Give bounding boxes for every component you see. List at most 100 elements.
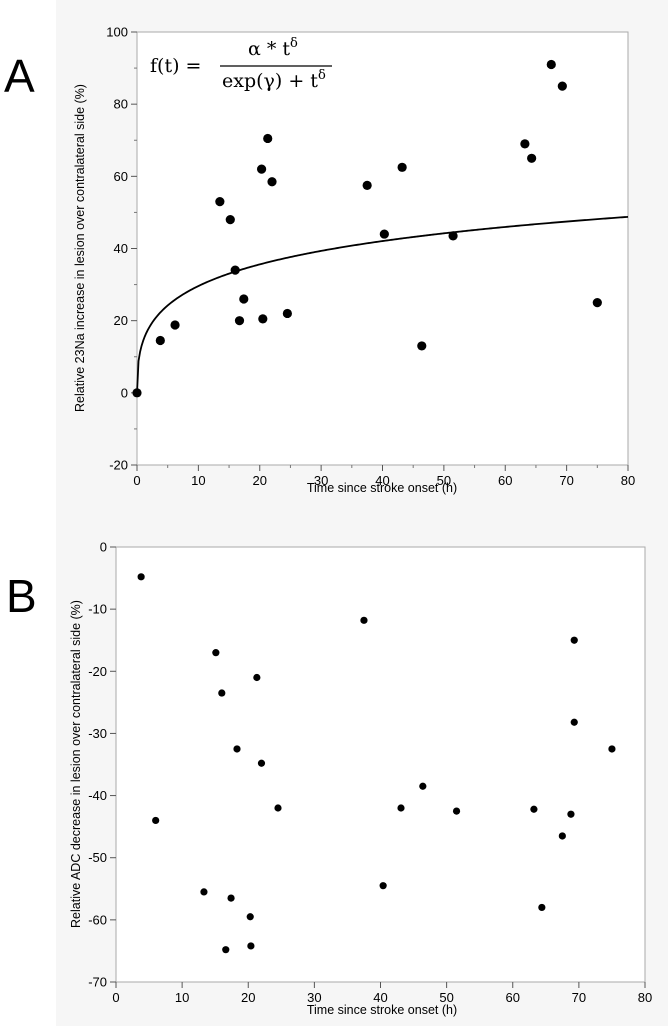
- panel-b-data-point: [222, 946, 230, 954]
- panel-a-data-point: [258, 314, 268, 324]
- panel-b-chart: 0 10 20 30 40 50 60 70 800-10-20-30-40-50-60-70 …: [69, 540, 652, 1018]
- panel-letter-a: A: [4, 50, 35, 102]
- panel-a-y-tick-label: 80: [114, 97, 128, 112]
- panel-a-y-tick-label: 40: [114, 241, 128, 256]
- fit-formula: f(t) = α * tδ exp(γ) + tδ: [140, 34, 338, 96]
- panel-a-x-tick-label: 80: [621, 473, 635, 488]
- panel-a-y-tick-label: 100: [106, 25, 128, 40]
- panel-b-y-tick-label: -60: [88, 912, 107, 927]
- formula-numerator: α * tδ: [248, 36, 298, 60]
- panel-a-data-point: [282, 308, 292, 319]
- formula-lhs: f(t) =: [150, 55, 201, 77]
- panel-a-x-tick-label: 30: [314, 473, 328, 488]
- panel-b-x-tick-label: 60: [506, 990, 520, 1005]
- panel-a-data-point: [592, 298, 602, 308]
- panel-a-data-point: [546, 59, 556, 70]
- panel-b-y-tick-label: 0: [100, 540, 107, 555]
- panel-b-data-point: [397, 804, 405, 812]
- formula-denominator-base: exp(γ) + t: [222, 70, 318, 92]
- panel-b-x-tick-label: 50: [439, 990, 453, 1005]
- panel-b-data-point: [246, 913, 254, 921]
- panel-a-data-point: [362, 180, 372, 190]
- formula-numerator-base: α * t: [248, 38, 290, 60]
- panel-a-y-tick-label: 0: [121, 385, 128, 400]
- panel-b-data-point: [152, 816, 160, 825]
- panel-b-data-point: [452, 807, 461, 815]
- panel-b-y-tick-label: -50: [88, 850, 107, 865]
- panel-b-x-tick-label: 70: [572, 990, 586, 1005]
- panel-a-x-tick-label: 10: [191, 473, 205, 488]
- panel-a-y-tick-label: -20: [109, 458, 128, 473]
- panel-b-data-point: [419, 782, 427, 790]
- panel-b-y-tick-label: -40: [88, 788, 107, 803]
- panel-b-x-tick-label: 20: [241, 990, 255, 1005]
- panel-a-data-point: [527, 153, 537, 163]
- panel-a-chart: 0 10 20 30 40 50 60 70 80 -20 0 20 40 60 80 100 f(t) = …: [73, 25, 635, 496]
- panel-letter-b: B: [6, 570, 37, 622]
- panel-b-data-point: [567, 810, 575, 818]
- panel-b-plot-area: [115, 546, 646, 983]
- panel-a-data-point: [263, 133, 273, 144]
- panel-b-x-tick-label: 80: [638, 990, 652, 1005]
- panel-b-y-tick-label: -20: [88, 664, 107, 679]
- panel-b-data-point: [538, 903, 546, 912]
- formula-denominator: exp(γ) + tδ: [222, 68, 326, 92]
- panel-b-data-point: [360, 616, 368, 624]
- panel-a-plot-area: [136, 31, 629, 466]
- panel-a-ticks: 0 10 20 30 40 50 60 70 80 -20 0 20 40 60 80 100: [106, 25, 635, 489]
- panel-a-fit-curve: [136, 215, 629, 393]
- panel-a-x-tick-label: 50: [437, 473, 451, 488]
- panel-a-y-axis-label: Relative 23Na increase in lesion over co…: [73, 84, 87, 412]
- panel-a-data-point: [256, 164, 267, 174]
- panel-a-data-point: [557, 81, 567, 91]
- panel-a-data-point: [230, 265, 240, 275]
- panel-b-x-tick-label: 40: [373, 990, 387, 1005]
- panel-b-data-point: [200, 888, 208, 896]
- panel-a-x-tick-label: 40: [375, 473, 389, 488]
- panel-b-data-point: [570, 718, 578, 726]
- panel-b-data-point: [530, 805, 538, 813]
- panel-b-y-tick-label: -10: [88, 602, 107, 617]
- panel-a-data-point: [397, 162, 407, 172]
- panel-b-ticks: 0 10 20 30 40 50 60 70 80 0 -10 -20 -30 -40 -50 -60 -70: [88, 540, 652, 1006]
- panel-b-x-tick-label: 10: [175, 990, 189, 1005]
- panel-a-data-point: [417, 341, 427, 351]
- panel-a-data-point: [239, 294, 249, 304]
- panel-b-data-point: [257, 759, 266, 767]
- panel-b-data-point: [274, 804, 282, 812]
- panel-b-data-point: [218, 689, 226, 697]
- panel-a-y-tick-label: 60: [114, 169, 128, 184]
- panel-b-data-point: [570, 636, 578, 644]
- panel-a-data-point: [520, 139, 530, 149]
- formula-denominator-exponent: δ: [318, 68, 326, 83]
- panel-b-data-point: [227, 894, 235, 902]
- panel-a-y-tick-label: 20: [114, 313, 128, 328]
- panel-b-y-tick-label: -70: [88, 975, 107, 990]
- panel-b-x-tick-label: 0: [112, 990, 119, 1005]
- panel-b-data-point: [558, 832, 566, 840]
- panel-b-data-point: [233, 745, 241, 753]
- formula-numerator-exponent: δ: [290, 36, 298, 51]
- panel-b-data-point: [253, 673, 261, 682]
- panel-a-data-point: [379, 229, 389, 239]
- panel-a-data-point: [155, 335, 165, 346]
- panel-a-points: [132, 59, 602, 398]
- panel-a-data-point: [234, 316, 245, 326]
- panel-a-x-tick-label: 20: [253, 473, 267, 488]
- panel-b-data-point: [379, 882, 387, 890]
- panel-a-data-point: [448, 231, 458, 241]
- panel-b-y-axis-label: Relative ADC decrease in lesion over con…: [69, 600, 83, 928]
- panel-a-data-point: [215, 196, 225, 207]
- panel-b-data-point: [247, 942, 255, 950]
- panel-a-data-point: [132, 388, 142, 398]
- panel-a-x-tick-label: 60: [498, 473, 512, 488]
- formula-box: [140, 34, 338, 96]
- panel-a-x-tick-label: 0: [133, 473, 140, 488]
- panel-b-x-tick-label: 30: [307, 990, 321, 1005]
- panel-b-points: [137, 573, 616, 954]
- panel-b-x-axis-label: Time since stroke onset (h): [307, 1003, 457, 1017]
- panel-b-data-point: [137, 573, 145, 581]
- panel-a-x-tick-label: 70: [559, 473, 573, 488]
- panel-a-data-point: [170, 320, 180, 330]
